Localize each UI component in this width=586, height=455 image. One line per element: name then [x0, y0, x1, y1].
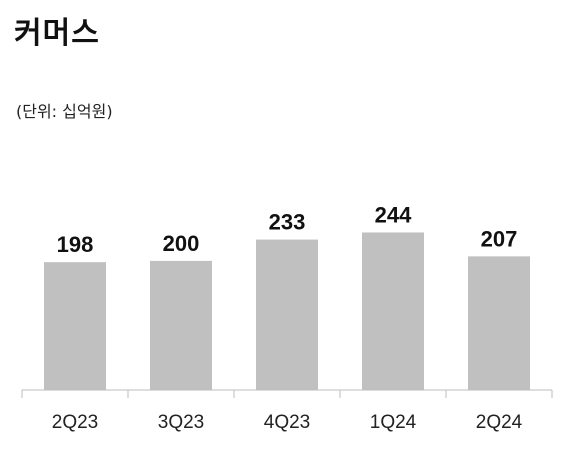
unit-label: (단위: 십억원)	[16, 102, 113, 121]
bar-2Q24	[468, 256, 530, 390]
bar-3Q23	[150, 260, 212, 390]
bar-1Q24	[362, 232, 424, 390]
value-label-2Q23: 198	[57, 232, 94, 257]
tick-label-2Q23: 2Q23	[52, 412, 98, 433]
tick-label-4Q23: 4Q23	[264, 412, 310, 433]
value-labels-group: 198 200 233 244 207	[57, 202, 518, 257]
tick-label-3Q23: 3Q23	[158, 412, 204, 433]
value-label-4Q23: 233	[269, 210, 306, 235]
tick-label-2Q24: 2Q24	[476, 412, 523, 433]
tick-label-1Q24: 1Q24	[370, 412, 417, 433]
value-label-3Q23: 200	[163, 231, 200, 256]
x-axis: 2Q23 3Q23 4Q23 1Q24 2Q24	[21, 389, 553, 433]
bar-2Q23	[44, 262, 106, 390]
bars-group	[44, 232, 530, 390]
bar-4Q23	[256, 239, 318, 390]
value-label-2Q24: 207	[481, 226, 518, 251]
chart-title: 커머스	[14, 16, 100, 51]
value-label-1Q24: 244	[375, 202, 412, 227]
